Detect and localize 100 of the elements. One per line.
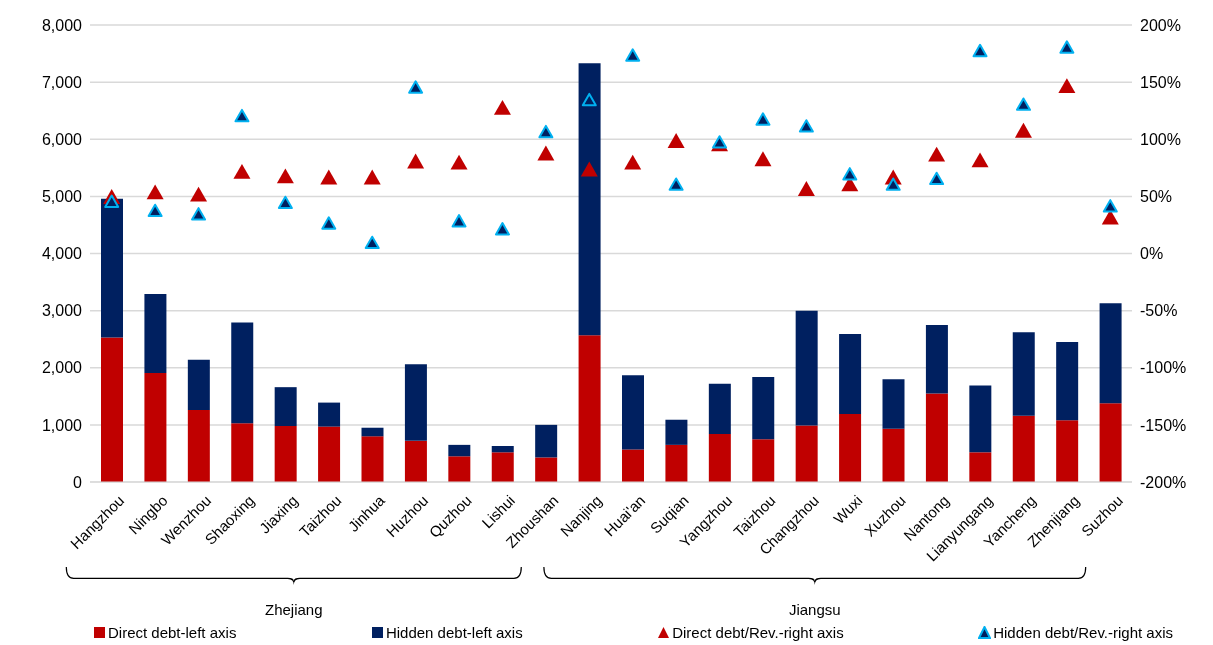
point: [493, 99, 511, 115]
bar: [274, 426, 297, 482]
bar: [404, 364, 427, 441]
point: [494, 222, 510, 236]
bar: [795, 425, 818, 482]
bar: [535, 424, 558, 458]
point: [667, 133, 685, 148]
point: [190, 186, 208, 202]
point: [755, 112, 771, 126]
point: [885, 177, 901, 191]
point: [408, 80, 424, 94]
point: [234, 108, 250, 123]
point: [364, 235, 380, 250]
legend-label: Direct debt-left axis: [108, 624, 237, 641]
y-tick-label: 3,000: [41, 302, 83, 320]
bar: [187, 359, 210, 411]
point: [1015, 97, 1031, 111]
bar: [274, 387, 297, 427]
bar: [318, 402, 341, 427]
point: [624, 154, 642, 170]
text: Zhejiang: [265, 601, 323, 618]
point: [147, 203, 163, 218]
bar: [839, 414, 862, 482]
bar: [318, 426, 341, 482]
y2-tick-label: -200%: [1140, 473, 1187, 491]
point: [580, 161, 598, 177]
bar: [839, 334, 862, 415]
point: [233, 163, 251, 179]
y2-tick-label: 150%: [1140, 73, 1181, 91]
point: [1059, 40, 1075, 54]
point: [363, 169, 381, 185]
y-tick-label: 5,000: [41, 188, 83, 206]
point: [971, 152, 989, 168]
point: [146, 184, 164, 200]
point: [538, 124, 554, 139]
y2-tick-label: 100%: [1140, 130, 1181, 148]
bar: [752, 439, 775, 482]
bar: [1012, 332, 1035, 416]
y-tick-label: 8,000: [41, 16, 83, 34]
point: [797, 181, 815, 196]
y2-tick-label: 50%: [1140, 188, 1173, 206]
bar: [361, 436, 384, 482]
bar: [882, 428, 905, 482]
bar: [925, 393, 948, 482]
y2-tick-label: 0%: [1140, 245, 1164, 263]
y-tick-label: 0: [73, 473, 83, 491]
bar: [969, 452, 992, 482]
point: [191, 207, 207, 221]
point: [104, 194, 120, 208]
y-tick-label: 2,000: [41, 359, 83, 377]
y2-tick-label: -50%: [1140, 302, 1178, 320]
point: [1014, 122, 1032, 138]
y-tick-label: 4,000: [41, 245, 83, 263]
bar: [361, 427, 384, 437]
point: [842, 167, 858, 181]
point: [1058, 78, 1076, 94]
point: [407, 153, 425, 169]
bar: [1056, 420, 1079, 482]
bar: [231, 423, 254, 482]
bar: [1012, 415, 1035, 482]
bar: [1099, 303, 1122, 404]
y-tick-label: 6,000: [41, 130, 83, 148]
point: [754, 151, 772, 167]
bar: [101, 337, 123, 482]
legend-label: Hidden debt/Rev.-right axis: [993, 624, 1173, 641]
point: [928, 146, 946, 162]
y2-tick-label: -150%: [1140, 416, 1187, 434]
point: [798, 119, 814, 133]
point: [929, 171, 945, 186]
bar: [448, 444, 471, 457]
point: [537, 145, 555, 161]
y2-tick-label: -100%: [1140, 359, 1187, 377]
point: [276, 168, 294, 184]
point: [625, 48, 641, 62]
bar: [578, 335, 601, 482]
bar: [1056, 342, 1079, 421]
bar: [535, 457, 558, 482]
legend-label: Direct debt/Rev.-right axis: [672, 624, 844, 641]
bar: [144, 372, 167, 482]
bar: [448, 456, 471, 482]
point: [277, 195, 293, 210]
text: Jiangsu: [788, 601, 841, 618]
bar: [144, 294, 167, 373]
bar: [925, 324, 948, 394]
point: [668, 177, 684, 191]
bar: [187, 410, 210, 482]
point: [320, 169, 338, 185]
bar: [622, 449, 644, 482]
bar: [404, 440, 427, 482]
bar: [578, 63, 601, 336]
bar: [1099, 403, 1122, 482]
point: [1102, 199, 1118, 213]
bar: [795, 310, 818, 426]
bar: [969, 385, 992, 453]
point: [581, 92, 597, 107]
bar: [231, 322, 254, 424]
point: [972, 43, 988, 58]
bar: [622, 375, 644, 450]
point: [451, 214, 467, 228]
point: [321, 216, 337, 230]
